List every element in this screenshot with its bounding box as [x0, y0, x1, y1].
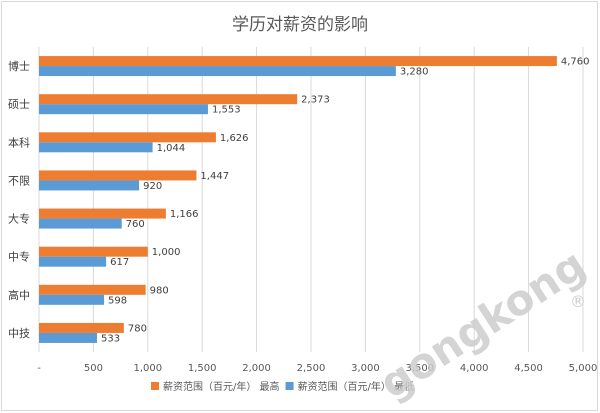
bars: [39, 56, 557, 343]
watermark-text: gongkong: [371, 240, 594, 409]
watermark: gongkong®: [371, 240, 594, 409]
bar-max: [39, 322, 124, 333]
bar-max: [39, 94, 298, 105]
data-label: 598: [108, 295, 127, 306]
data-label: 1,553: [212, 105, 241, 116]
bar-min: [39, 180, 140, 191]
bar-max: [39, 170, 197, 181]
x-tick-label: 3,000: [351, 363, 380, 374]
data-label: 980: [150, 285, 169, 296]
data-label: 617: [110, 257, 129, 268]
legend-swatch: [285, 382, 294, 390]
data-label: 760: [126, 219, 145, 230]
legend: 薪资范围（百元/年） 最高 薪资范围（百元/年） 最低: [151, 380, 414, 393]
bar-min: [39, 66, 396, 77]
x-tick-label: 500: [84, 363, 103, 374]
bar-max: [39, 284, 146, 295]
x-tick-label: 4,000: [460, 363, 489, 374]
bar-min: [39, 104, 208, 115]
bar-min: [39, 294, 105, 305]
category-label: 博士: [8, 60, 30, 73]
bar-min: [39, 218, 122, 229]
x-tick-label: 4,500: [514, 363, 543, 374]
data-label: 1,447: [200, 171, 229, 182]
legend-swatch: [151, 382, 159, 390]
bar-max: [39, 132, 216, 143]
bar-min: [39, 332, 97, 343]
value-axis-tick-labels: - 500 1,000 1,500 2,000 2,500 3,000 3,500 4,000 4…: [37, 363, 597, 374]
bar-min: [39, 256, 107, 267]
category-label: 硕士: [8, 98, 30, 111]
data-label: 1,000: [152, 247, 181, 258]
data-label: 533: [101, 333, 120, 344]
data-label: 1,044: [157, 143, 186, 154]
x-tick-label: 3,500: [405, 363, 434, 374]
category-label: 高中: [8, 288, 30, 302]
watermark-registered-mark: ®: [570, 292, 586, 311]
category-label: 不限: [8, 174, 30, 187]
data-label: 4,760: [561, 57, 590, 68]
category-label: 大专: [8, 212, 30, 226]
x-tick-label: 2,500: [297, 363, 326, 374]
bar-max: [39, 246, 148, 257]
category-label: 中技: [8, 327, 30, 340]
data-label: 1,626: [220, 133, 249, 144]
chart-title: 学历对薪资的影响: [232, 15, 368, 35]
x-tick-label: 1,000: [133, 363, 162, 374]
legend-label: 薪资范围（百元/年） 最低: [298, 380, 415, 393]
x-tick-label: -: [37, 363, 41, 374]
data-label: 1,166: [170, 209, 199, 220]
category-label: 本科: [8, 135, 30, 149]
data-label: 3,280: [400, 67, 429, 78]
x-tick-label: 5,000: [569, 363, 598, 374]
data-label: 780: [128, 323, 147, 334]
category-label: 中专: [8, 250, 30, 264]
data-label: 2,373: [301, 95, 330, 106]
data-labels: 4,760 3,280 2,373 1,553 1,626 1,044 1,447 920 1,…: [101, 57, 590, 345]
data-label: 920: [143, 181, 162, 192]
bar-max: [39, 208, 166, 219]
x-tick-label: 2,000: [242, 363, 271, 374]
x-tick-label: 1,500: [188, 363, 217, 374]
bar-max: [39, 56, 557, 67]
legend-label: 薪资范围（百元/年） 最高: [163, 380, 280, 393]
bar-min: [39, 142, 153, 153]
